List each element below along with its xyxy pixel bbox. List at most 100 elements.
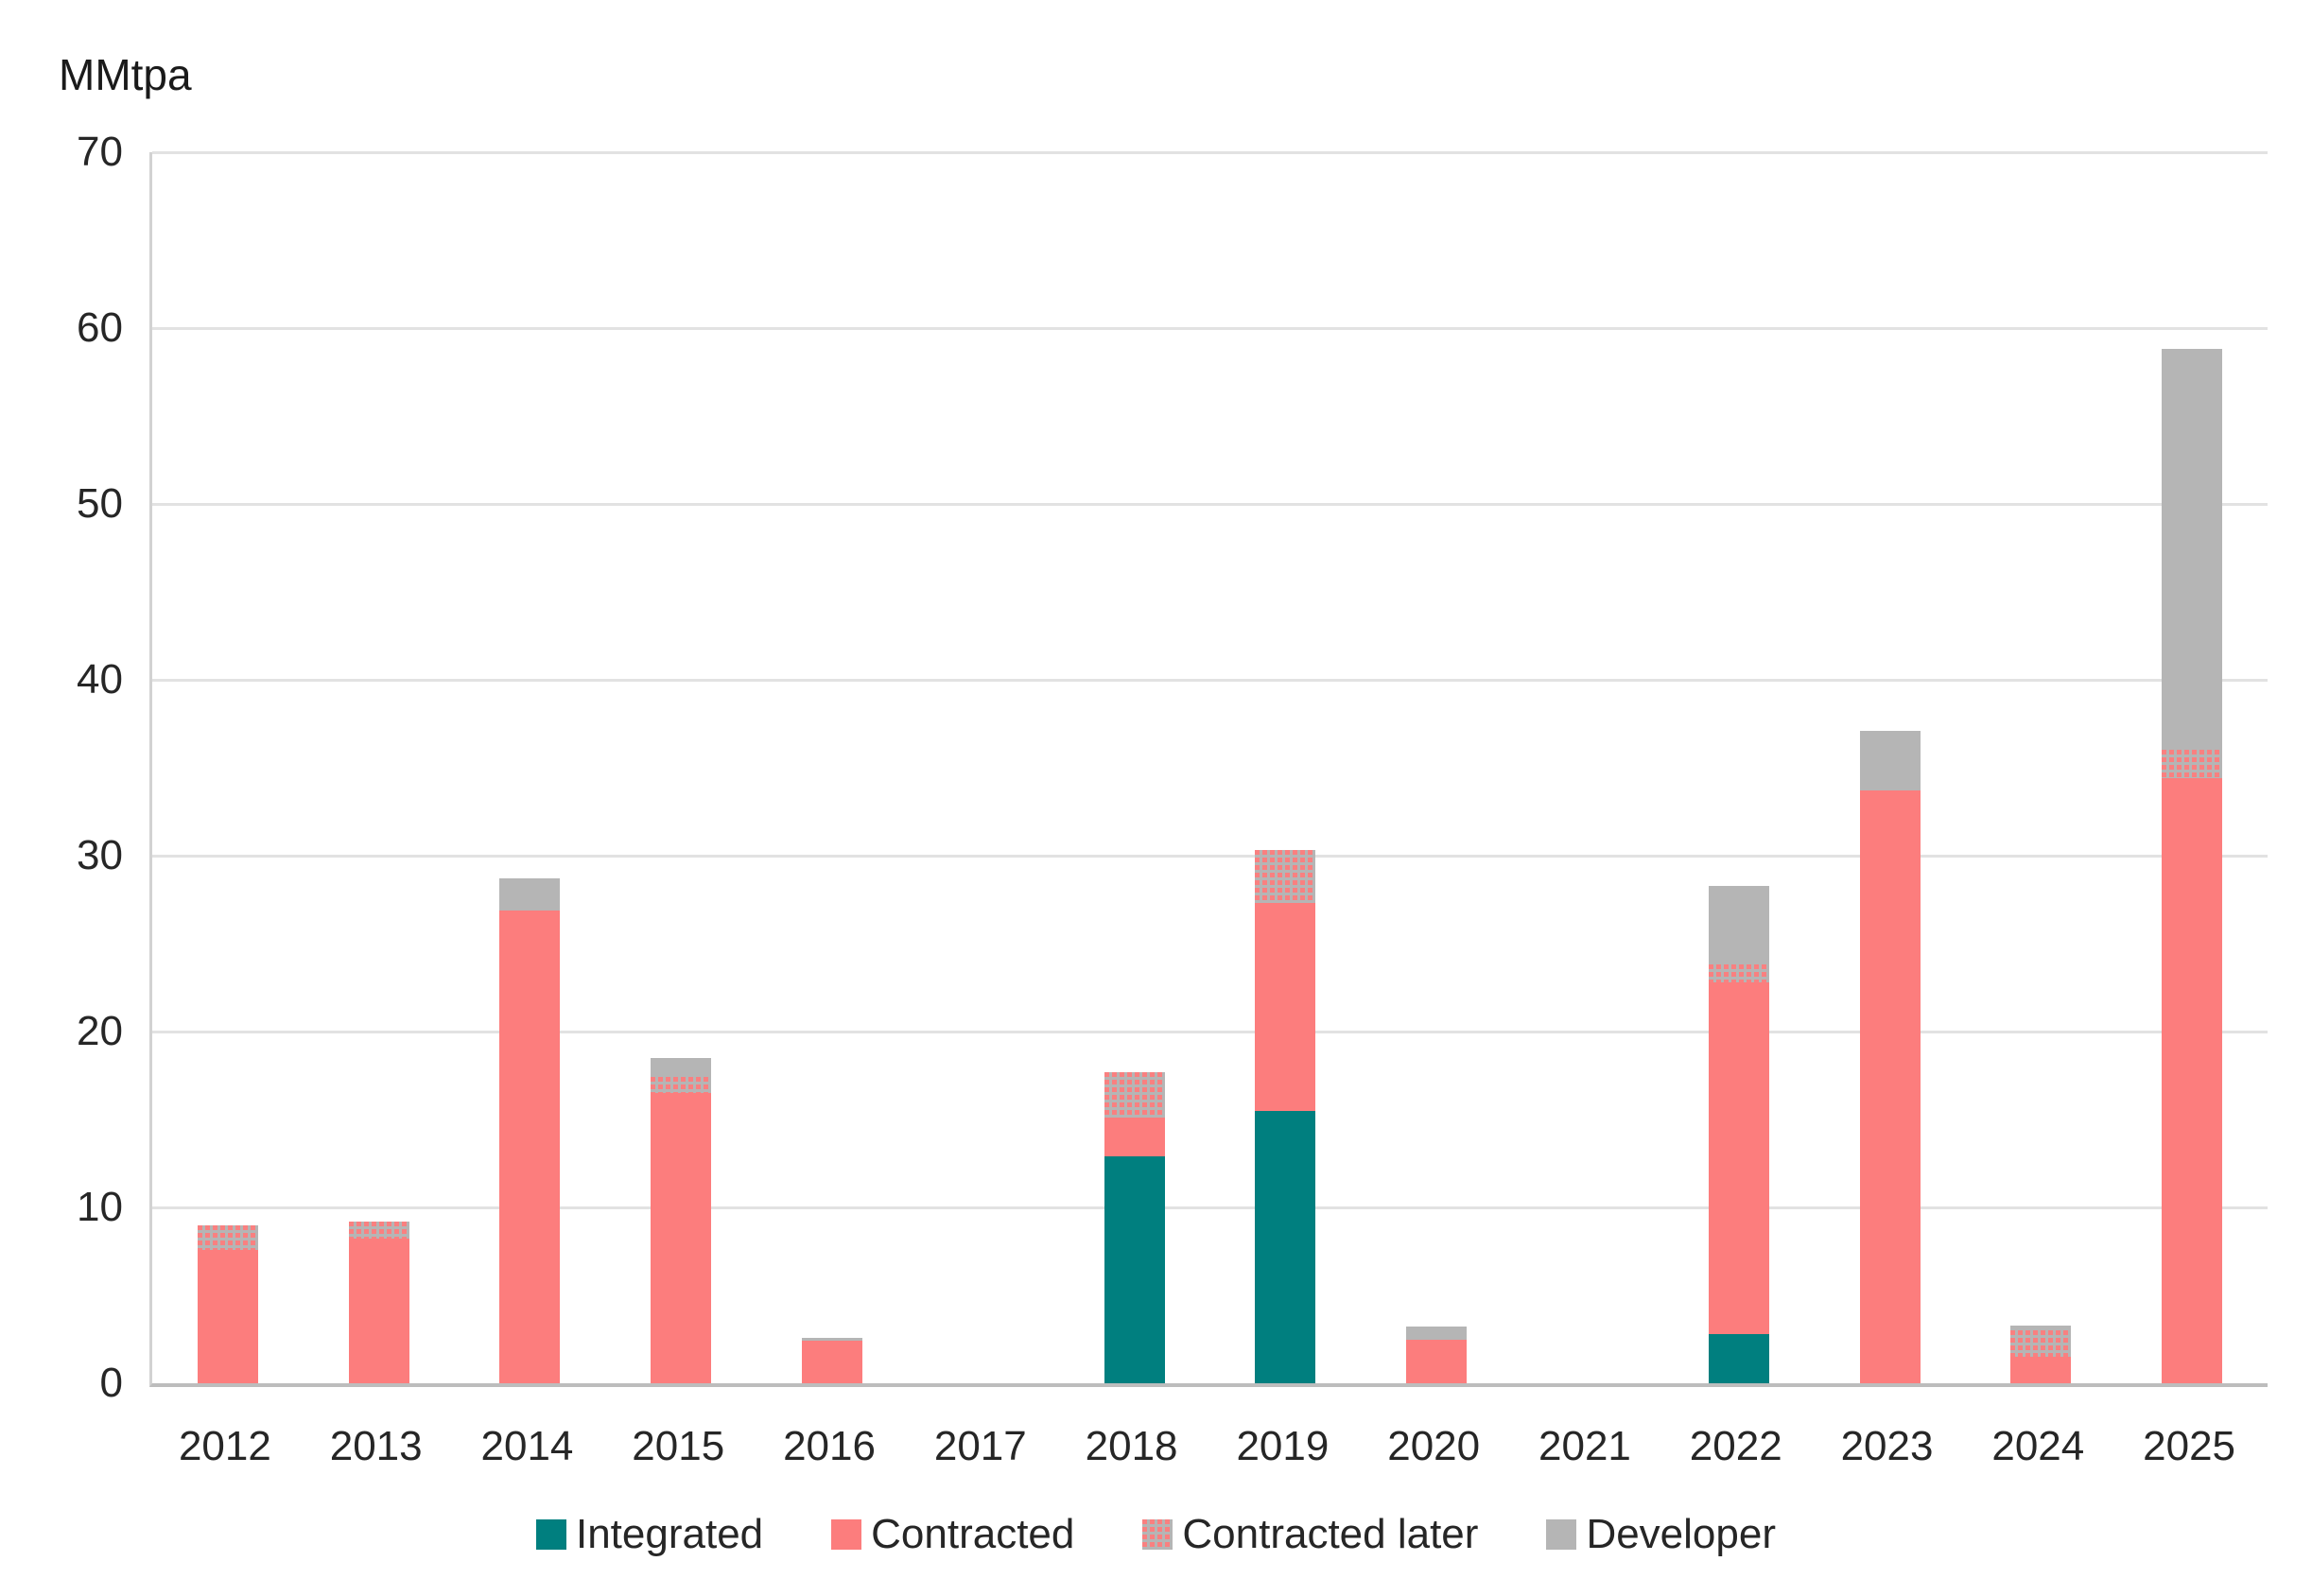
bar-segment-contracted (1708, 981, 1769, 1334)
bar-segment-contracted-later (2010, 1330, 2072, 1358)
bar-segment-developer (1708, 885, 1769, 965)
y-axis-title: MMtpa (59, 50, 192, 99)
bar-segment-contracted (1104, 1118, 1165, 1157)
y-tick-label: 30 (77, 832, 123, 878)
legend-swatch-icon (1546, 1519, 1577, 1550)
gridline (152, 854, 2268, 858)
gridline (152, 326, 2268, 330)
bar-segment-contracted (499, 910, 561, 1383)
stacked-bar-2017 (953, 152, 1014, 1383)
y-tick-label: 20 (77, 1008, 123, 1054)
legend-label: Integrated (575, 1511, 764, 1557)
gridline (152, 678, 2268, 682)
y-tick-label: 10 (77, 1184, 123, 1230)
x-tick-label-2017: 2017 (933, 1423, 1027, 1469)
y-tick-label: 60 (77, 304, 123, 351)
bar-segment-contracted-later (1104, 1071, 1165, 1119)
stacked-bar-2024 (2010, 152, 2072, 1383)
x-tick-label-2015: 2015 (632, 1423, 725, 1469)
legend-swatch-icon (535, 1519, 566, 1550)
legend-swatch-icon (831, 1519, 862, 1550)
stacked-bar-2025 (2162, 152, 2223, 1383)
bar-segment-contracted-later (197, 1224, 258, 1250)
y-tick-label: 50 (77, 480, 123, 527)
bar-segment-developer (2162, 349, 2223, 751)
bar-segment-contracted-later (1708, 964, 1769, 982)
bar-segment-integrated (1708, 1333, 1769, 1383)
bar-slot-2022 (1663, 152, 1815, 1383)
stacked-bar-2020 (1406, 152, 1468, 1383)
y-tick-label: 40 (77, 656, 123, 703)
bar-segment-integrated (1255, 1110, 1316, 1383)
bar-slot-2014 (455, 152, 606, 1383)
stacked-bar-2012 (197, 152, 258, 1383)
legend-label: Developer (1586, 1511, 1776, 1557)
bar-segment-contracted (1255, 903, 1316, 1111)
legend-label: Contracted later (1182, 1511, 1479, 1557)
x-tick-label-2025: 2025 (2143, 1423, 2236, 1469)
legend-item-integrated: Integrated (535, 1511, 764, 1558)
bar-segment-developer (499, 878, 561, 911)
stacked-bar-2023 (1859, 152, 1921, 1383)
legend-swatch-icon (1142, 1519, 1173, 1550)
stacked-bar-2019 (1255, 152, 1316, 1383)
stacked-bar-2014 (499, 152, 561, 1383)
x-tick-label-2021: 2021 (1538, 1423, 1631, 1469)
bar-slot-2017 (908, 152, 1059, 1383)
stacked-bar-2021 (1557, 152, 1618, 1383)
bar-segment-contracted (802, 1341, 863, 1383)
x-tick-label-2022: 2022 (1689, 1423, 1782, 1469)
gridline (152, 1030, 2268, 1033)
y-tick-label: 0 (99, 1360, 123, 1406)
stacked-bar-2015 (651, 152, 712, 1383)
plot-area (149, 150, 2268, 1387)
bar-segment-developer (802, 1337, 863, 1342)
legend: Integrated Contracted Contracted later Deve… (0, 1511, 2312, 1558)
bar-slot-2025 (2116, 152, 2268, 1383)
gridline (152, 1206, 2268, 1209)
bar-segment-developer (1406, 1327, 1468, 1340)
x-tick-label-2016: 2016 (783, 1423, 876, 1469)
bar-segment-contracted (651, 1093, 712, 1383)
bar-segment-contracted-later (1255, 850, 1316, 904)
bar-segment-developer (651, 1057, 712, 1078)
bar-slot-2019 (1210, 152, 1362, 1383)
bar-slot-2013 (304, 152, 455, 1383)
gridline (152, 502, 2268, 506)
gridline (152, 150, 2268, 154)
bar-segment-contracted (2010, 1357, 2072, 1383)
bar-slot-2024 (1965, 152, 2116, 1383)
bar-segment-contracted (1859, 790, 1921, 1383)
legend-item-contracted-later: Contracted later (1142, 1511, 1478, 1558)
bar-segment-contracted (2162, 778, 2223, 1383)
x-tick-label-2018: 2018 (1085, 1423, 1178, 1469)
bar-slot-2012 (152, 152, 304, 1383)
bar-segment-contracted (1406, 1339, 1468, 1383)
stacked-bar-2018 (1104, 152, 1165, 1383)
bar-segment-contracted (197, 1249, 258, 1383)
bar-slot-2015 (605, 152, 756, 1383)
bar-slot-2023 (1815, 152, 1966, 1383)
stacked-bar-2016 (802, 152, 863, 1383)
bar-segment-contracted (348, 1239, 409, 1383)
legend-item-contracted: Contracted (831, 1511, 1074, 1558)
y-tick-label: 70 (77, 129, 123, 175)
bar-segment-contracted-later (2162, 750, 2223, 779)
stacked-bar-2013 (348, 152, 409, 1383)
bar-slot-2020 (1361, 152, 1512, 1383)
legend-item-developer: Developer (1546, 1511, 1776, 1558)
bar-segment-contracted-later (348, 1221, 409, 1240)
bar-segment-developer (2010, 1325, 2072, 1331)
x-tick-label-2012: 2012 (178, 1423, 271, 1469)
bar-slot-2016 (756, 152, 908, 1383)
stacked-bar-2022 (1708, 152, 1769, 1383)
x-tick-label-2020: 2020 (1387, 1423, 1481, 1469)
x-tick-label-2023: 2023 (1840, 1423, 1934, 1469)
bar-segment-integrated (1104, 1156, 1165, 1383)
x-tick-label-2019: 2019 (1236, 1423, 1330, 1469)
bar-slot-2021 (1512, 152, 1663, 1383)
x-tick-label-2013: 2013 (329, 1423, 423, 1469)
bar-segment-contracted-later (651, 1077, 712, 1094)
legend-label: Contracted (871, 1511, 1075, 1557)
x-tick-label-2014: 2014 (480, 1423, 574, 1469)
